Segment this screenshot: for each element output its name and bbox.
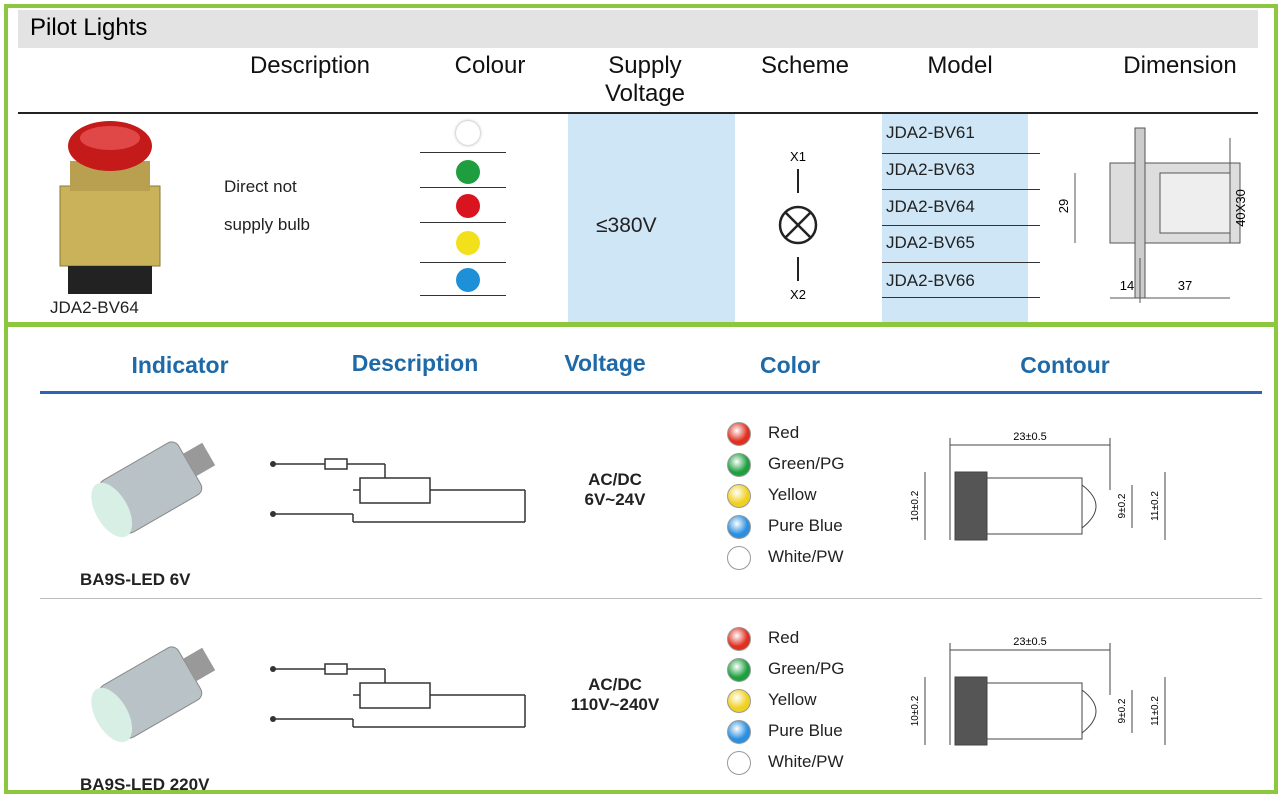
model-rule: [882, 153, 1040, 154]
color-dot: [727, 422, 751, 446]
col-header: Color: [759, 352, 821, 378]
voltage: AC/DC 6V~24V: [584, 470, 646, 509]
color-label: Green/PG: [768, 454, 845, 473]
frame: [4, 4, 1278, 794]
header-rule: [40, 391, 1262, 394]
colour-rule: [420, 152, 506, 153]
description: Direct not supply bulb: [224, 177, 311, 234]
model: JDA2-BV64: [886, 197, 975, 216]
colour-rule: [420, 222, 506, 223]
row-rule: [40, 598, 1262, 599]
dimension-label: 11±0.2: [1150, 696, 1161, 726]
color-dot: [727, 627, 751, 651]
col-header: Description: [249, 52, 371, 79]
product-label: JDA2-BV64: [50, 298, 139, 317]
voltage-band: [568, 114, 735, 322]
dimension-label: 40X30: [1233, 189, 1248, 227]
color-label: Red: [768, 423, 800, 442]
color-dot: [727, 515, 751, 539]
color-label: Pure Blue: [768, 721, 843, 740]
dimension-label: 29: [1056, 199, 1071, 213]
dimension-label: 23±0.5: [1013, 636, 1047, 648]
terminal-label: X2: [790, 287, 806, 302]
indicator-name: BA9S-LED 6V: [80, 570, 191, 589]
color-dot: [727, 546, 751, 570]
model-band: [882, 114, 1028, 322]
color-dot: [727, 751, 751, 775]
voltage: AC/DC 110V~240V: [570, 675, 660, 714]
dimension-label: 11±0.2: [1150, 491, 1161, 521]
product-image: [59, 121, 161, 294]
color-label: White/PW: [768, 752, 844, 771]
contour-drawing: 23±0.5 10±0.2 9±0.2 11±0.2: [910, 636, 1166, 746]
dimension-label: 9±0.2: [1117, 493, 1128, 518]
model: JDA2-BV65: [886, 233, 975, 252]
circuit-diagram: [270, 458, 526, 523]
dimension-label: 9±0.2: [1117, 698, 1128, 723]
col-header: Scheme: [760, 52, 850, 79]
model-rule: [882, 225, 1040, 226]
model: JDA2-BV61: [886, 123, 975, 142]
colour-rule: [420, 187, 506, 188]
color-label: White/PW: [768, 547, 844, 566]
color-dot: [727, 689, 751, 713]
model-rule: [882, 297, 1040, 298]
supply-voltage: ≤380V: [596, 214, 657, 237]
dimension-drawing: 29 40X30 14 37: [1056, 127, 1248, 303]
dimension-label: 10±0.2: [910, 695, 921, 726]
divider: [8, 322, 1274, 327]
color-label: Red: [768, 628, 800, 647]
indicator-name: BA9S-LED 220V: [80, 775, 210, 794]
dimension-label: 14: [1120, 278, 1134, 293]
terminal-label: X1: [790, 149, 806, 164]
col-header: Description: [351, 350, 479, 376]
dimension-label: 23±0.5: [1013, 431, 1047, 443]
section-title: Pilot Lights: [30, 14, 148, 41]
color-dot: [727, 453, 751, 477]
model: JDA2-BV63: [886, 160, 975, 179]
color-label: Yellow: [768, 690, 817, 709]
color-label: Yellow: [768, 485, 817, 504]
col-header: Dimension: [1123, 52, 1237, 79]
colour-dot: [456, 121, 480, 145]
dimension-label: 37: [1178, 278, 1192, 293]
indicator-image: [91, 441, 216, 538]
col-header: Voltage: [564, 350, 646, 376]
indicator-image: [91, 646, 216, 743]
model: JDA2-BV66: [886, 271, 975, 290]
dimension-label: 10±0.2: [910, 490, 921, 521]
col-header: Model: [927, 52, 993, 79]
col-header: Supply Voltage: [604, 52, 686, 107]
header-rule: [18, 112, 1258, 114]
colour-dot: [456, 194, 480, 218]
scheme-symbol: X1 X2: [778, 149, 818, 302]
model-rule: [882, 189, 1040, 190]
colour-rule: [420, 295, 506, 296]
colour-rule: [420, 262, 506, 263]
colour-dot: [456, 160, 480, 184]
col-header: Colour: [454, 52, 526, 79]
circuit-diagram: [270, 663, 526, 728]
color-label: Green/PG: [768, 659, 845, 678]
colour-dot: [456, 268, 480, 292]
color-dot: [727, 484, 751, 508]
title-bar: [18, 10, 1258, 48]
contour-drawing: 23±0.5 10±0.2 9±0.2 11±0.2: [910, 431, 1166, 541]
color-label: Pure Blue: [768, 516, 843, 535]
model-rule: [882, 262, 1040, 263]
color-dot: [727, 658, 751, 682]
color-dot: [727, 720, 751, 744]
col-header: Indicator: [131, 352, 229, 378]
col-header: Contour: [1020, 352, 1110, 378]
colour-dot: [456, 231, 480, 255]
